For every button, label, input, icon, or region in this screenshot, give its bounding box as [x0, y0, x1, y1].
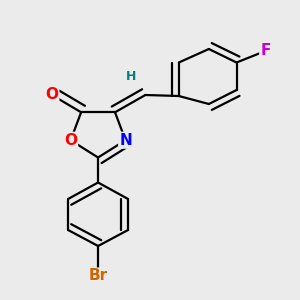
Text: O: O — [64, 133, 77, 148]
Text: O: O — [45, 88, 58, 103]
Text: F: F — [260, 44, 271, 59]
Text: H: H — [126, 70, 137, 83]
Text: N: N — [119, 133, 132, 148]
Text: Br: Br — [88, 268, 108, 284]
